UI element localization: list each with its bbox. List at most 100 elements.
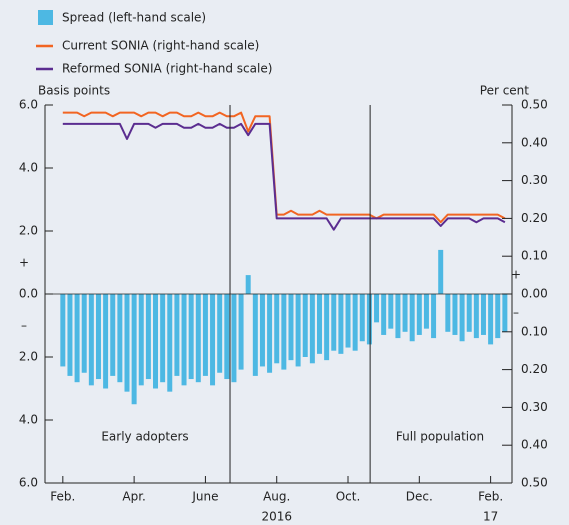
bar	[288, 294, 294, 361]
bar	[131, 294, 137, 405]
bar	[195, 294, 201, 383]
bar	[231, 294, 237, 383]
x-tick-label: Feb.	[50, 490, 75, 504]
bar	[224, 294, 230, 380]
bar	[473, 294, 479, 339]
bar	[359, 294, 365, 342]
bar	[352, 294, 358, 351]
legend-label: Current SONIA (right-hand scale)	[62, 39, 259, 53]
bar	[388, 294, 394, 329]
bar	[117, 294, 123, 383]
y2-tick-label: 0.50	[521, 98, 548, 112]
y-tick-label: 6.0	[19, 98, 38, 112]
y2-tick-label: 0.20	[521, 362, 548, 376]
annotation: Early adopters	[101, 430, 188, 444]
x-tick-label: Aug.	[263, 490, 290, 504]
y2-tick-label: 0.40	[521, 135, 548, 149]
y2-tick-label: 0.40	[521, 438, 548, 452]
bar	[431, 294, 437, 339]
bar	[174, 294, 180, 376]
bar	[274, 294, 280, 364]
bar	[317, 294, 322, 354]
sign-label: +	[19, 256, 29, 270]
bar	[324, 294, 330, 361]
bar	[167, 294, 173, 392]
bar	[445, 294, 451, 332]
bar	[480, 294, 486, 335]
bar	[452, 294, 458, 335]
line-series	[62, 111, 506, 224]
bar	[395, 294, 401, 339]
bar	[402, 294, 408, 332]
bar	[88, 294, 94, 386]
bar	[381, 294, 387, 335]
x-tick-label: June	[191, 490, 218, 504]
bar	[210, 294, 216, 386]
bar	[302, 294, 308, 357]
bar	[124, 294, 130, 392]
bar	[74, 294, 80, 383]
bar	[281, 294, 287, 370]
y-tick-label: 4.0	[19, 413, 38, 427]
sign-label: +	[511, 268, 521, 282]
bar	[60, 294, 66, 367]
bar	[252, 294, 258, 376]
bar	[81, 294, 87, 373]
bar	[267, 294, 273, 373]
y2-tick-label: 0.00	[521, 287, 548, 301]
bar	[138, 294, 144, 386]
bar	[331, 294, 337, 351]
sign-label: –	[513, 306, 519, 320]
bar	[103, 294, 109, 389]
bar	[438, 249, 444, 294]
x-tick-label: Apr.	[122, 490, 145, 504]
bar	[160, 294, 166, 383]
legend-label: Reformed SONIA (right-hand scale)	[62, 62, 272, 76]
y2-tick-label: 0.10	[521, 324, 548, 338]
x-tick-label: Dec.	[406, 490, 433, 504]
bar	[488, 294, 494, 345]
bar	[110, 294, 116, 376]
x-tick-label: Feb.	[478, 490, 503, 504]
bar	[338, 294, 344, 354]
y-tick-label: 2.0	[19, 350, 38, 364]
line-series	[62, 122, 506, 231]
bar	[238, 294, 244, 370]
bar	[374, 294, 380, 323]
y2-tick-label: 0.10	[521, 249, 548, 263]
bar	[145, 294, 151, 380]
bar	[459, 294, 465, 342]
bar	[181, 294, 187, 386]
bar	[345, 294, 351, 348]
y2-axis-label: Per cent	[480, 84, 530, 98]
bar	[295, 294, 301, 367]
y-tick-label: 4.0	[19, 161, 38, 175]
y2-tick-label: 0.30	[521, 173, 548, 187]
bar	[202, 294, 208, 376]
legend-swatch	[38, 10, 53, 25]
y-axis-label: Basis points	[38, 84, 110, 98]
bar	[409, 294, 415, 342]
bar	[67, 294, 73, 376]
bar	[259, 294, 265, 367]
bar	[495, 294, 501, 339]
y2-tick-label: 0.30	[521, 400, 548, 414]
bar	[245, 275, 251, 294]
legend-label: Spread (left-hand scale)	[62, 11, 206, 25]
annotation: Full population	[396, 430, 484, 444]
bar	[309, 294, 315, 364]
bar	[188, 294, 194, 380]
y-tick-label: 6.0	[19, 476, 38, 490]
x-group-label: 2016	[261, 510, 292, 524]
y2-tick-label: 0.50	[521, 476, 548, 490]
bar	[502, 294, 508, 332]
bar	[416, 294, 422, 335]
y-tick-label: 0.0	[19, 287, 38, 301]
bar	[423, 294, 429, 329]
bar	[153, 294, 159, 389]
sign-label: –	[21, 319, 27, 333]
bar	[366, 294, 372, 345]
y-tick-label: 2.0	[19, 224, 38, 238]
